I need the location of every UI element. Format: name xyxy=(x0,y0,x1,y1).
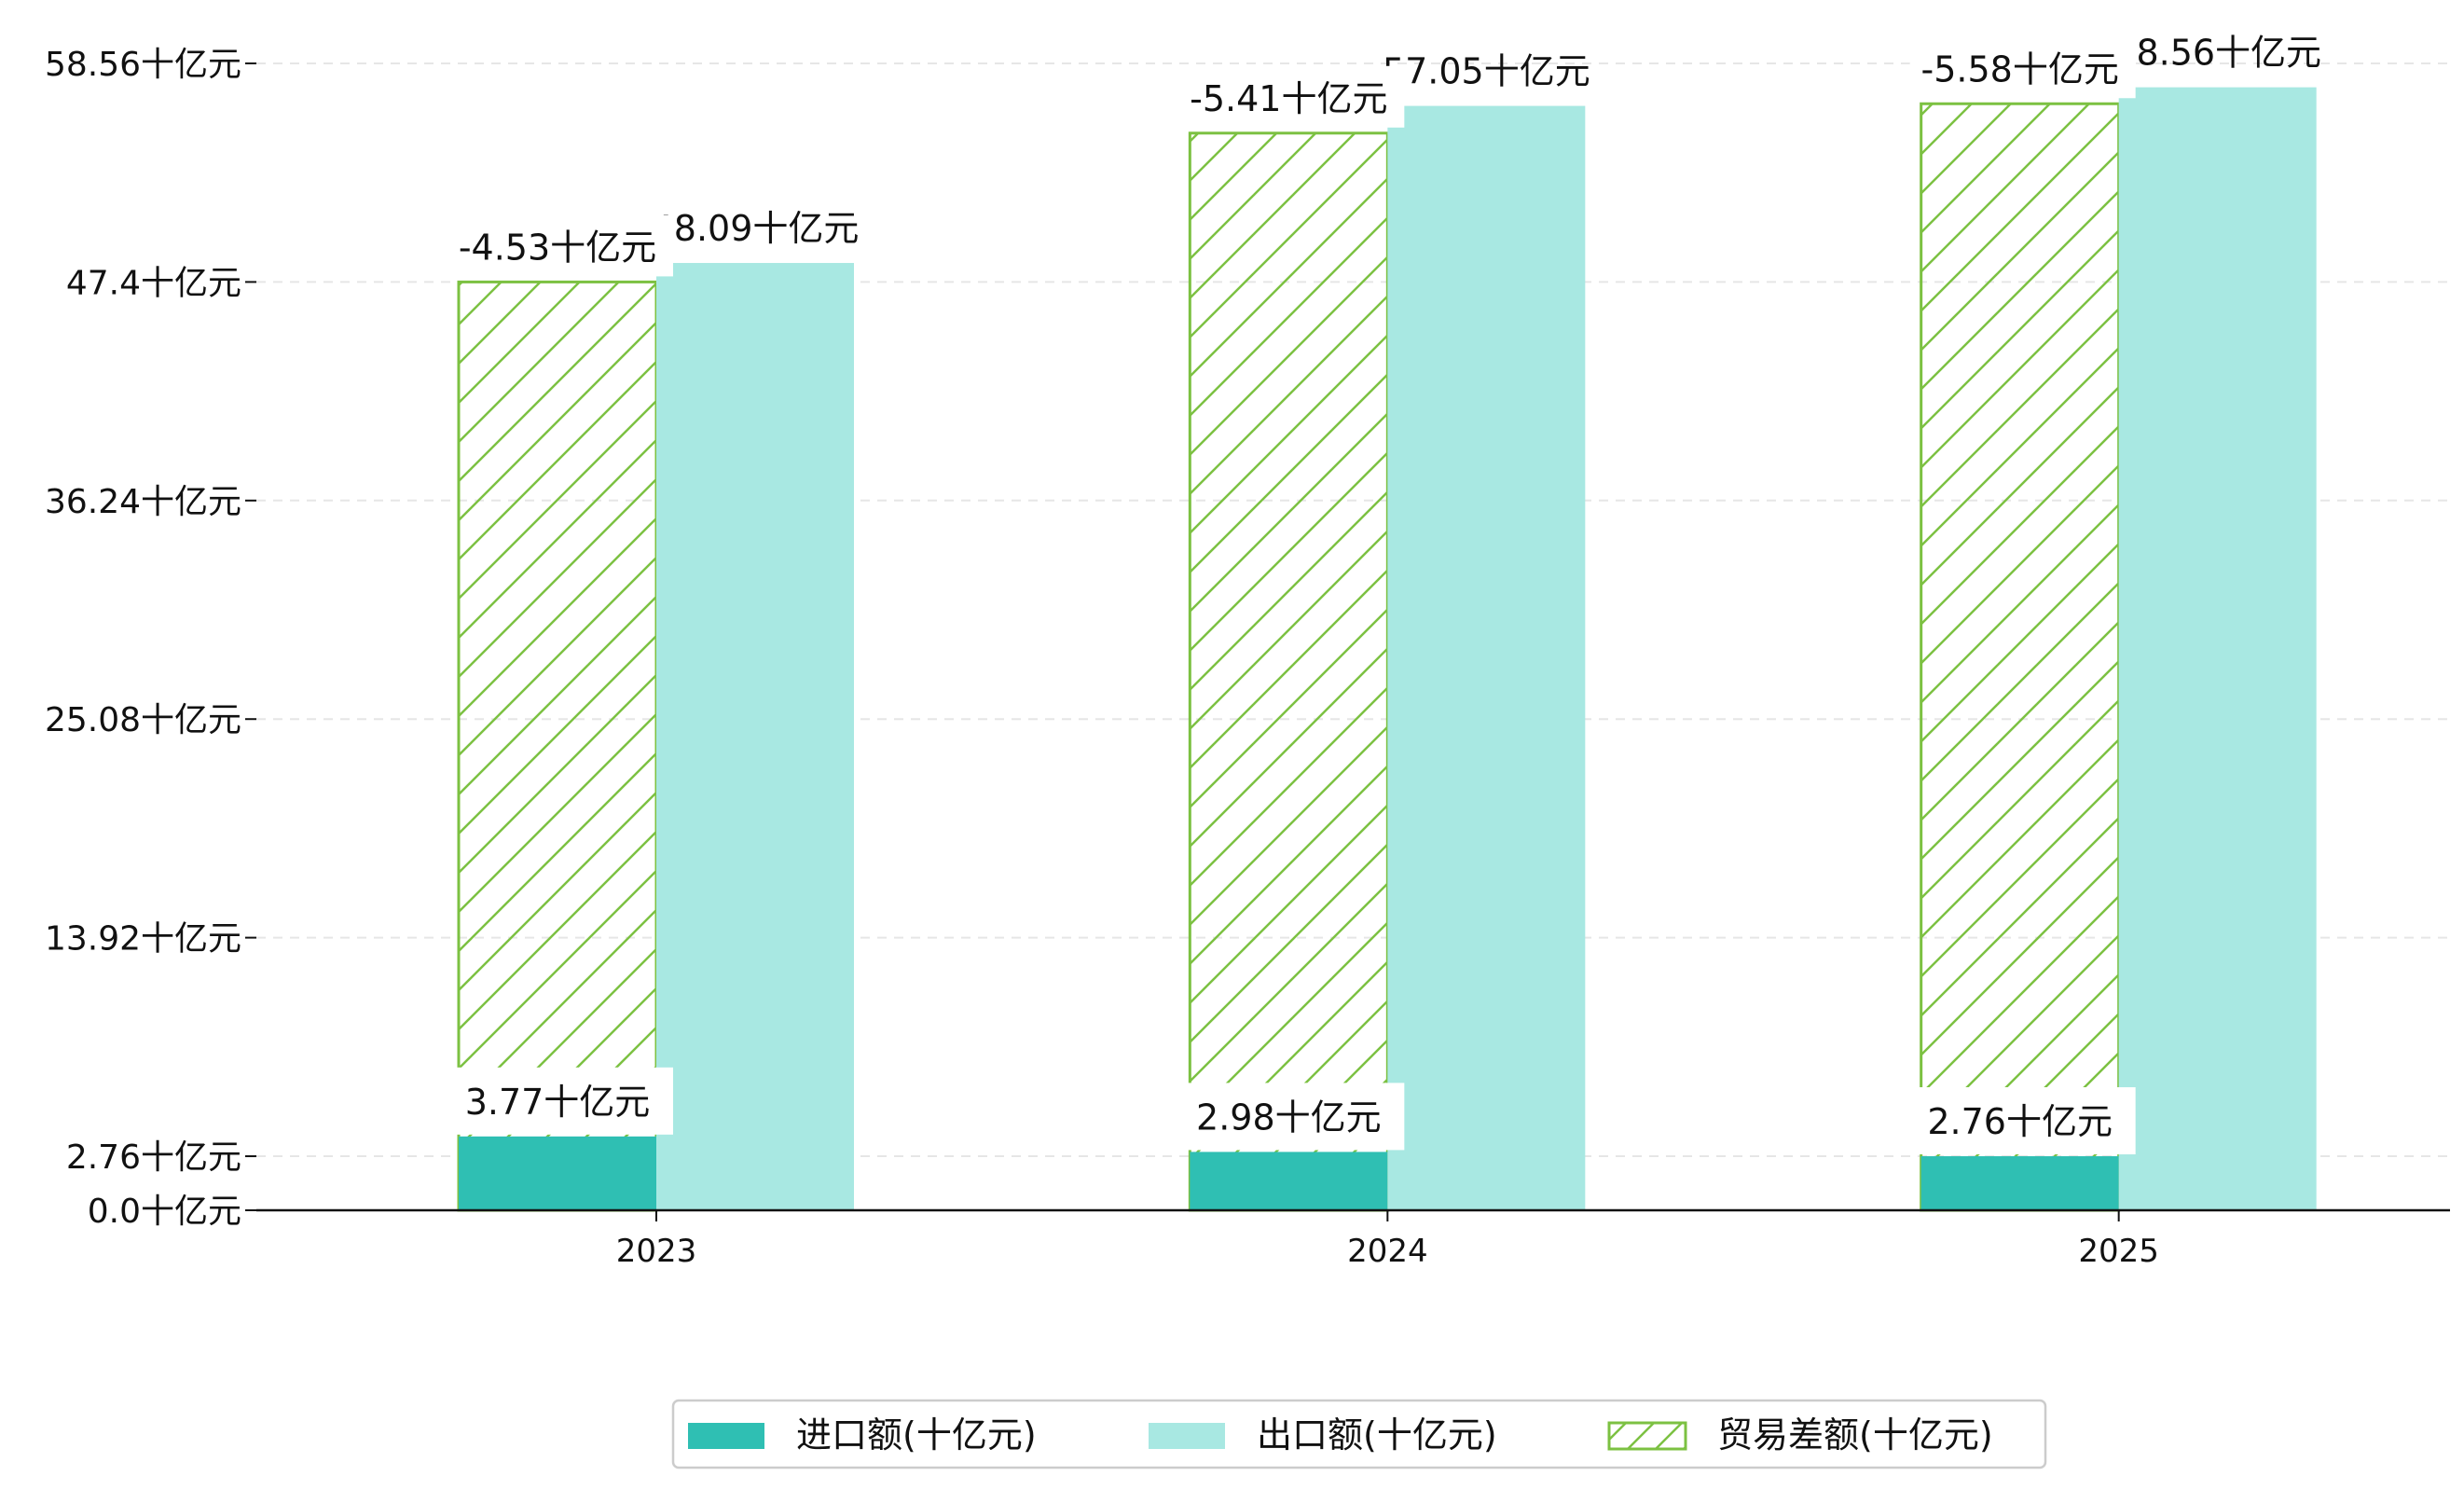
x-tick-label-2024: 2024 xyxy=(1347,1233,1428,1270)
label-box-balance-2024 xyxy=(1178,65,1405,128)
label-export-2024: 57.05十亿元 xyxy=(1383,51,1590,92)
legend-label-2: 贸易差额(十亿元) xyxy=(1717,1414,1993,1456)
legend-box xyxy=(671,1399,2047,1469)
bar-balance-2025 xyxy=(1920,102,2121,1212)
label-box-balance-2023 xyxy=(447,214,673,277)
y-tick-label-4: 36.24十亿元 xyxy=(45,483,241,521)
bar-import-2023 xyxy=(459,1136,656,1210)
legend-swatch-1 xyxy=(1149,1423,1225,1449)
label-balance-2025: -5.58十亿元 xyxy=(1921,48,2119,90)
label-box-import-2025 xyxy=(1915,1087,2136,1155)
y-tick-label-2: 13.92十亿元 xyxy=(45,920,241,959)
bar-import-2024 xyxy=(1190,1152,1388,1210)
legend-swatch-0 xyxy=(688,1423,764,1449)
label-box-import-2023 xyxy=(453,1067,673,1135)
y-tick-label-5: 47.4十亿元 xyxy=(66,264,241,302)
axes: 0.0十亿元 2.76十亿元 13.92十亿元 25.08十亿元 36.24十亿元 47.… xyxy=(45,46,2450,1270)
x-tick-label-2023: 2023 xyxy=(616,1233,697,1270)
data-labels: 48.09十亿元-4.53十亿元 3.77十亿元 57.05十亿元-5.41十亿元 2… xyxy=(447,33,2321,1155)
bar-balance-2024 xyxy=(1188,131,1389,1212)
bars xyxy=(457,87,2317,1212)
label-import-2023: 3.77十亿元 xyxy=(465,1082,651,1123)
legend-label-1: 出口额(十亿元) xyxy=(1257,1414,1497,1456)
x-tick-label-2025: 2025 xyxy=(2078,1233,2159,1270)
label-import-2025: 2.76十亿元 xyxy=(1927,1101,2113,1142)
y-tick-label-1: 2.76十亿元 xyxy=(66,1138,241,1177)
y-tick-label-0: 0.0十亿元 xyxy=(88,1193,241,1231)
label-export-2023: 48.09十亿元 xyxy=(652,208,860,249)
label-box-import-2024 xyxy=(1184,1083,1405,1151)
legend: 进口额(十亿元) 出口额(十亿元) 贸易差额(十亿元) xyxy=(671,1399,2047,1469)
label-balance-2024: -5.41十亿元 xyxy=(1190,78,1387,119)
label-import-2024: 2.98十亿元 xyxy=(1196,1097,1382,1138)
bar-export-2024 xyxy=(1387,105,1586,1211)
bar-import-2025 xyxy=(1920,1156,2119,1210)
label-balance-2023: -4.53十亿元 xyxy=(459,227,656,268)
legend-swatch-2 xyxy=(1607,1421,1687,1451)
bar-export-2023 xyxy=(656,263,854,1211)
bar-balance-2023 xyxy=(457,280,658,1212)
bar-export-2025 xyxy=(2118,87,2317,1210)
y-tick-label-3: 25.08十亿元 xyxy=(45,701,241,739)
legend-label-0: 进口额(十亿元) xyxy=(796,1414,1037,1456)
label-export-2025: 58.56十亿元 xyxy=(2113,33,2321,74)
y-tick-label-6: 58.56十亿元 xyxy=(45,46,241,84)
label-box-balance-2025 xyxy=(1909,36,2136,99)
